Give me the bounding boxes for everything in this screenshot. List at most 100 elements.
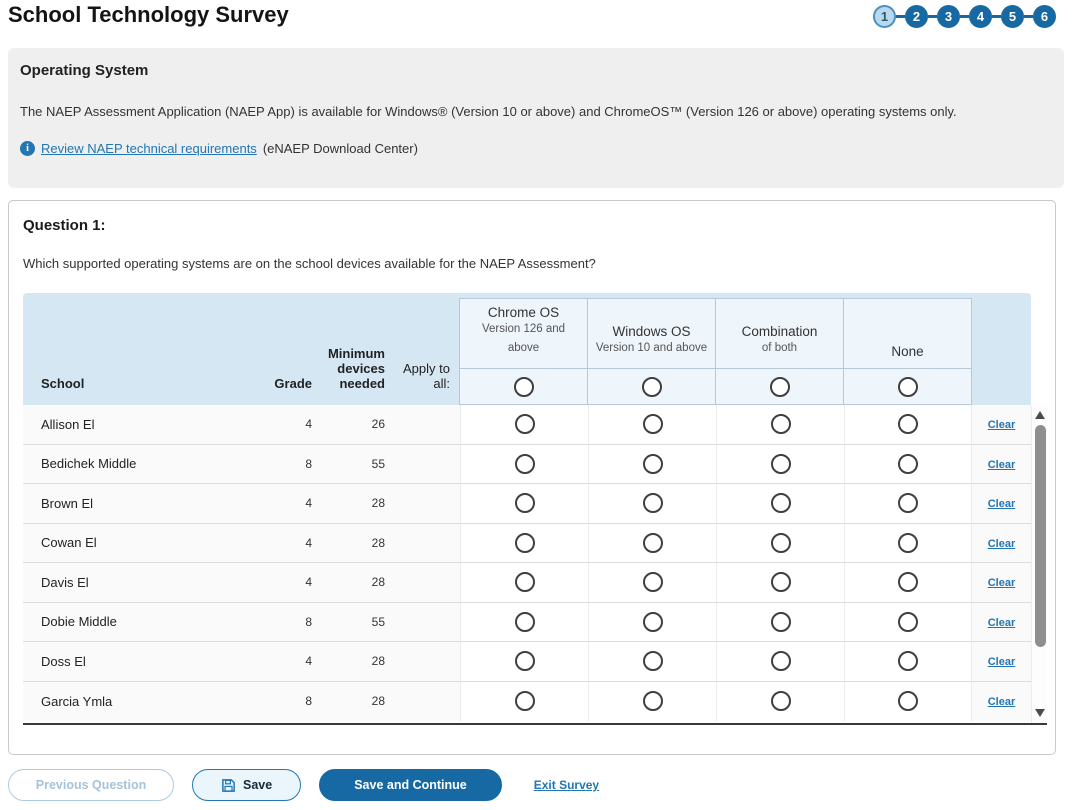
row-radio-windows-os[interactable]: [643, 454, 663, 474]
exit-survey-link[interactable]: Exit Survey: [534, 778, 599, 792]
clear-row-link[interactable]: Clear: [988, 459, 1016, 471]
step-circle-6[interactable]: 6: [1033, 5, 1056, 28]
row-radio-chrome-os[interactable]: [515, 454, 535, 474]
row-radio-none[interactable]: [898, 454, 918, 474]
option-title-windows-os: Windows OS: [612, 324, 690, 339]
row-radio-none[interactable]: [898, 493, 918, 513]
survey-page: School Technology Survey 1 2 3 4 5 6 Ope…: [0, 0, 1072, 810]
table-row-brown-el: Brown El 4 28 Clear: [23, 484, 1031, 524]
table-scrollbar[interactable]: [1031, 405, 1047, 723]
step-connector: [1024, 15, 1033, 18]
step-circle-2[interactable]: 2: [905, 5, 928, 28]
step-connector: [928, 15, 937, 18]
radio-cell-chrome-os: [460, 563, 588, 602]
clear-row-link[interactable]: Clear: [988, 696, 1016, 708]
radio-cell-windows-os: [588, 445, 716, 484]
row-radio-windows-os[interactable]: [643, 414, 663, 434]
row-radio-chrome-os[interactable]: [515, 414, 535, 434]
row-radio-windows-os[interactable]: [643, 691, 663, 711]
grade-value: 4: [268, 575, 318, 589]
save-button[interactable]: Save: [192, 769, 301, 801]
scrollbar-up-arrow-icon[interactable]: [1035, 411, 1045, 419]
step-circle-1[interactable]: 1: [873, 5, 896, 28]
radio-cell-combination: [716, 445, 844, 484]
apply-all-radio-windows-os[interactable]: [642, 377, 662, 397]
grade-value: 4: [268, 496, 318, 510]
row-radio-none[interactable]: [898, 533, 918, 553]
devices-value: 28: [318, 575, 391, 589]
row-radio-chrome-os[interactable]: [515, 612, 535, 632]
clear-row-link[interactable]: Clear: [988, 538, 1016, 550]
page-title: School Technology Survey: [8, 2, 289, 28]
row-radio-windows-os[interactable]: [643, 651, 663, 671]
link-suffix-text: (eNAEP Download Center): [263, 141, 418, 156]
scrollbar-down-arrow-icon[interactable]: [1035, 709, 1045, 717]
row-radio-windows-os[interactable]: [643, 493, 663, 513]
row-radio-none[interactable]: [898, 612, 918, 632]
radio-cell-combination: [716, 563, 844, 602]
apply-all-radio-none[interactable]: [898, 377, 918, 397]
row-radio-none[interactable]: [898, 691, 918, 711]
os-info-line: i Review NAEP technical requirements (eN…: [20, 141, 1052, 156]
clear-row-link[interactable]: Clear: [988, 419, 1016, 431]
radio-cell-windows-os: [588, 563, 716, 602]
radio-cell-none: [844, 682, 972, 722]
radio-cell-none: [844, 563, 972, 602]
option-column-none: None: [844, 293, 972, 405]
save-button-label: Save: [243, 778, 272, 792]
radio-cell-combination: [716, 603, 844, 642]
column-header-school: School: [23, 376, 268, 405]
school-name: Brown El: [23, 496, 268, 511]
school-name: Cowan El: [23, 535, 268, 550]
row-radio-combination[interactable]: [771, 414, 791, 434]
row-radio-chrome-os[interactable]: [515, 533, 535, 553]
row-radio-none[interactable]: [898, 414, 918, 434]
devices-value: 28: [318, 536, 391, 550]
step-circle-4[interactable]: 4: [969, 5, 992, 28]
radio-cell-combination: [716, 642, 844, 681]
row-radio-chrome-os[interactable]: [515, 691, 535, 711]
grade-value: 8: [268, 615, 318, 629]
technical-requirements-link[interactable]: Review NAEP technical requirements: [41, 141, 257, 156]
info-icon: i: [20, 141, 35, 156]
question-text: Which supported operating systems are on…: [23, 256, 1041, 271]
radio-cell-none: [844, 445, 972, 484]
apply-all-radio-chrome-os[interactable]: [514, 377, 534, 397]
clear-row-link[interactable]: Clear: [988, 498, 1016, 510]
row-radio-chrome-os[interactable]: [515, 493, 535, 513]
apply-all-radio-combination[interactable]: [770, 377, 790, 397]
row-radio-combination[interactable]: [771, 612, 791, 632]
grade-value: 8: [268, 694, 318, 708]
row-radio-chrome-os[interactable]: [515, 572, 535, 592]
radio-cell-windows-os: [588, 682, 716, 722]
os-panel-title: Operating System: [20, 62, 1052, 79]
row-radio-combination[interactable]: [771, 691, 791, 711]
save-and-continue-button[interactable]: Save and Continue: [319, 769, 502, 801]
step-circle-5[interactable]: 5: [1001, 5, 1024, 28]
row-radio-chrome-os[interactable]: [515, 651, 535, 671]
devices-value: 26: [318, 417, 391, 431]
row-radio-combination[interactable]: [771, 493, 791, 513]
row-radio-combination[interactable]: [771, 454, 791, 474]
scrollbar-thumb[interactable]: [1035, 425, 1046, 647]
row-radio-windows-os[interactable]: [643, 612, 663, 632]
clear-row-link[interactable]: Clear: [988, 656, 1016, 668]
grade-value: 4: [268, 654, 318, 668]
previous-question-button[interactable]: Previous Question: [8, 769, 174, 801]
row-radio-windows-os[interactable]: [643, 533, 663, 553]
clear-row-link[interactable]: Clear: [988, 577, 1016, 589]
radio-cell-windows-os: [588, 524, 716, 563]
column-header-grade: Grade: [268, 376, 318, 405]
row-radio-combination[interactable]: [771, 651, 791, 671]
row-radio-combination[interactable]: [771, 533, 791, 553]
row-radio-combination[interactable]: [771, 572, 791, 592]
clear-row-link[interactable]: Clear: [988, 617, 1016, 629]
step-circle-3[interactable]: 3: [937, 5, 960, 28]
row-radio-none[interactable]: [898, 651, 918, 671]
grade-value: 4: [268, 536, 318, 550]
school-name: Doss El: [23, 654, 268, 669]
row-radio-windows-os[interactable]: [643, 572, 663, 592]
row-radio-none[interactable]: [898, 572, 918, 592]
radio-cell-combination: [716, 405, 844, 444]
step-connector: [896, 15, 905, 18]
